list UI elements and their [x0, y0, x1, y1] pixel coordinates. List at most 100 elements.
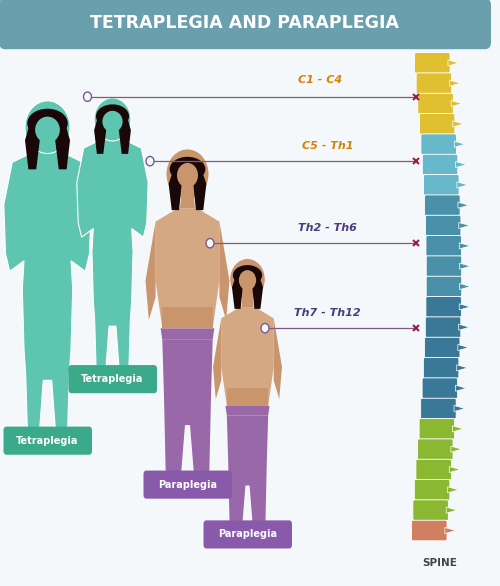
FancyBboxPatch shape [418, 93, 454, 114]
Text: C1 - C4: C1 - C4 [298, 75, 342, 85]
FancyBboxPatch shape [420, 114, 455, 134]
Polygon shape [54, 125, 70, 169]
Text: Th2 - Th6: Th2 - Th6 [298, 223, 356, 233]
Polygon shape [25, 125, 41, 169]
Polygon shape [458, 324, 469, 331]
Polygon shape [160, 328, 214, 340]
FancyBboxPatch shape [68, 365, 157, 393]
FancyBboxPatch shape [426, 276, 462, 297]
Polygon shape [220, 222, 230, 320]
Polygon shape [452, 426, 464, 432]
Polygon shape [459, 304, 470, 310]
Text: C5 - Th1: C5 - Th1 [302, 141, 354, 151]
Text: Tetraplegia: Tetraplegia [16, 435, 78, 446]
Ellipse shape [96, 104, 129, 128]
Polygon shape [168, 172, 182, 210]
Text: Th7 - Th12: Th7 - Th12 [294, 308, 360, 318]
Polygon shape [456, 385, 466, 391]
FancyBboxPatch shape [424, 175, 459, 195]
FancyBboxPatch shape [412, 520, 447, 541]
Circle shape [146, 156, 154, 166]
FancyBboxPatch shape [424, 357, 459, 378]
FancyBboxPatch shape [416, 73, 452, 94]
Polygon shape [458, 202, 469, 208]
Polygon shape [162, 307, 212, 328]
Polygon shape [226, 406, 270, 415]
Polygon shape [460, 284, 470, 289]
FancyBboxPatch shape [426, 236, 462, 256]
Circle shape [94, 98, 131, 141]
Ellipse shape [27, 109, 68, 138]
Circle shape [230, 259, 265, 299]
FancyBboxPatch shape [0, 0, 491, 49]
Polygon shape [459, 223, 470, 229]
Polygon shape [448, 60, 459, 66]
Polygon shape [451, 446, 462, 452]
Polygon shape [450, 466, 460, 472]
Circle shape [25, 101, 70, 154]
FancyBboxPatch shape [422, 154, 458, 175]
FancyBboxPatch shape [4, 427, 92, 455]
FancyBboxPatch shape [422, 378, 458, 398]
Text: Tetraplegia: Tetraplegia [82, 374, 144, 384]
Ellipse shape [233, 265, 262, 285]
Polygon shape [180, 192, 195, 209]
Text: TETRAPLEGIA AND PARAPLEGIA: TETRAPLEGIA AND PARAPLEGIA [90, 15, 400, 32]
FancyBboxPatch shape [426, 317, 461, 338]
Ellipse shape [170, 157, 205, 182]
Polygon shape [156, 209, 220, 328]
Polygon shape [242, 294, 254, 308]
Polygon shape [274, 318, 282, 399]
Polygon shape [450, 80, 460, 86]
Polygon shape [227, 389, 268, 406]
Circle shape [206, 239, 214, 248]
Polygon shape [4, 150, 91, 437]
Ellipse shape [35, 117, 60, 143]
FancyBboxPatch shape [420, 398, 456, 419]
FancyBboxPatch shape [424, 195, 460, 216]
Circle shape [166, 149, 208, 199]
Polygon shape [454, 141, 466, 147]
Text: Paraplegia: Paraplegia [218, 529, 277, 540]
FancyBboxPatch shape [419, 418, 454, 439]
FancyBboxPatch shape [426, 215, 461, 236]
Ellipse shape [239, 270, 256, 290]
Circle shape [84, 92, 92, 101]
FancyBboxPatch shape [413, 500, 448, 520]
Polygon shape [193, 172, 206, 210]
FancyBboxPatch shape [424, 337, 460, 358]
Ellipse shape [102, 111, 122, 132]
Polygon shape [227, 415, 268, 529]
Ellipse shape [177, 163, 198, 188]
Polygon shape [162, 340, 212, 478]
Polygon shape [118, 117, 131, 154]
Polygon shape [222, 308, 274, 406]
Polygon shape [94, 117, 107, 154]
Polygon shape [454, 406, 465, 411]
Polygon shape [232, 277, 243, 309]
FancyBboxPatch shape [426, 256, 462, 277]
FancyBboxPatch shape [414, 53, 450, 73]
Polygon shape [456, 162, 466, 168]
Polygon shape [77, 138, 148, 372]
Polygon shape [445, 527, 456, 534]
FancyBboxPatch shape [421, 134, 456, 155]
FancyBboxPatch shape [204, 520, 292, 548]
Text: Paraplegia: Paraplegia [158, 479, 217, 490]
Polygon shape [448, 487, 458, 493]
FancyBboxPatch shape [418, 439, 453, 459]
Polygon shape [458, 345, 469, 350]
FancyBboxPatch shape [426, 297, 462, 317]
Polygon shape [460, 243, 470, 249]
Polygon shape [456, 365, 468, 371]
Polygon shape [146, 222, 156, 320]
Polygon shape [460, 263, 470, 269]
Polygon shape [252, 277, 263, 309]
Polygon shape [446, 507, 457, 513]
Text: SPINE: SPINE [422, 558, 458, 568]
FancyBboxPatch shape [416, 459, 452, 480]
Circle shape [261, 323, 269, 333]
FancyBboxPatch shape [144, 471, 232, 499]
FancyBboxPatch shape [414, 479, 450, 500]
Polygon shape [213, 318, 222, 399]
